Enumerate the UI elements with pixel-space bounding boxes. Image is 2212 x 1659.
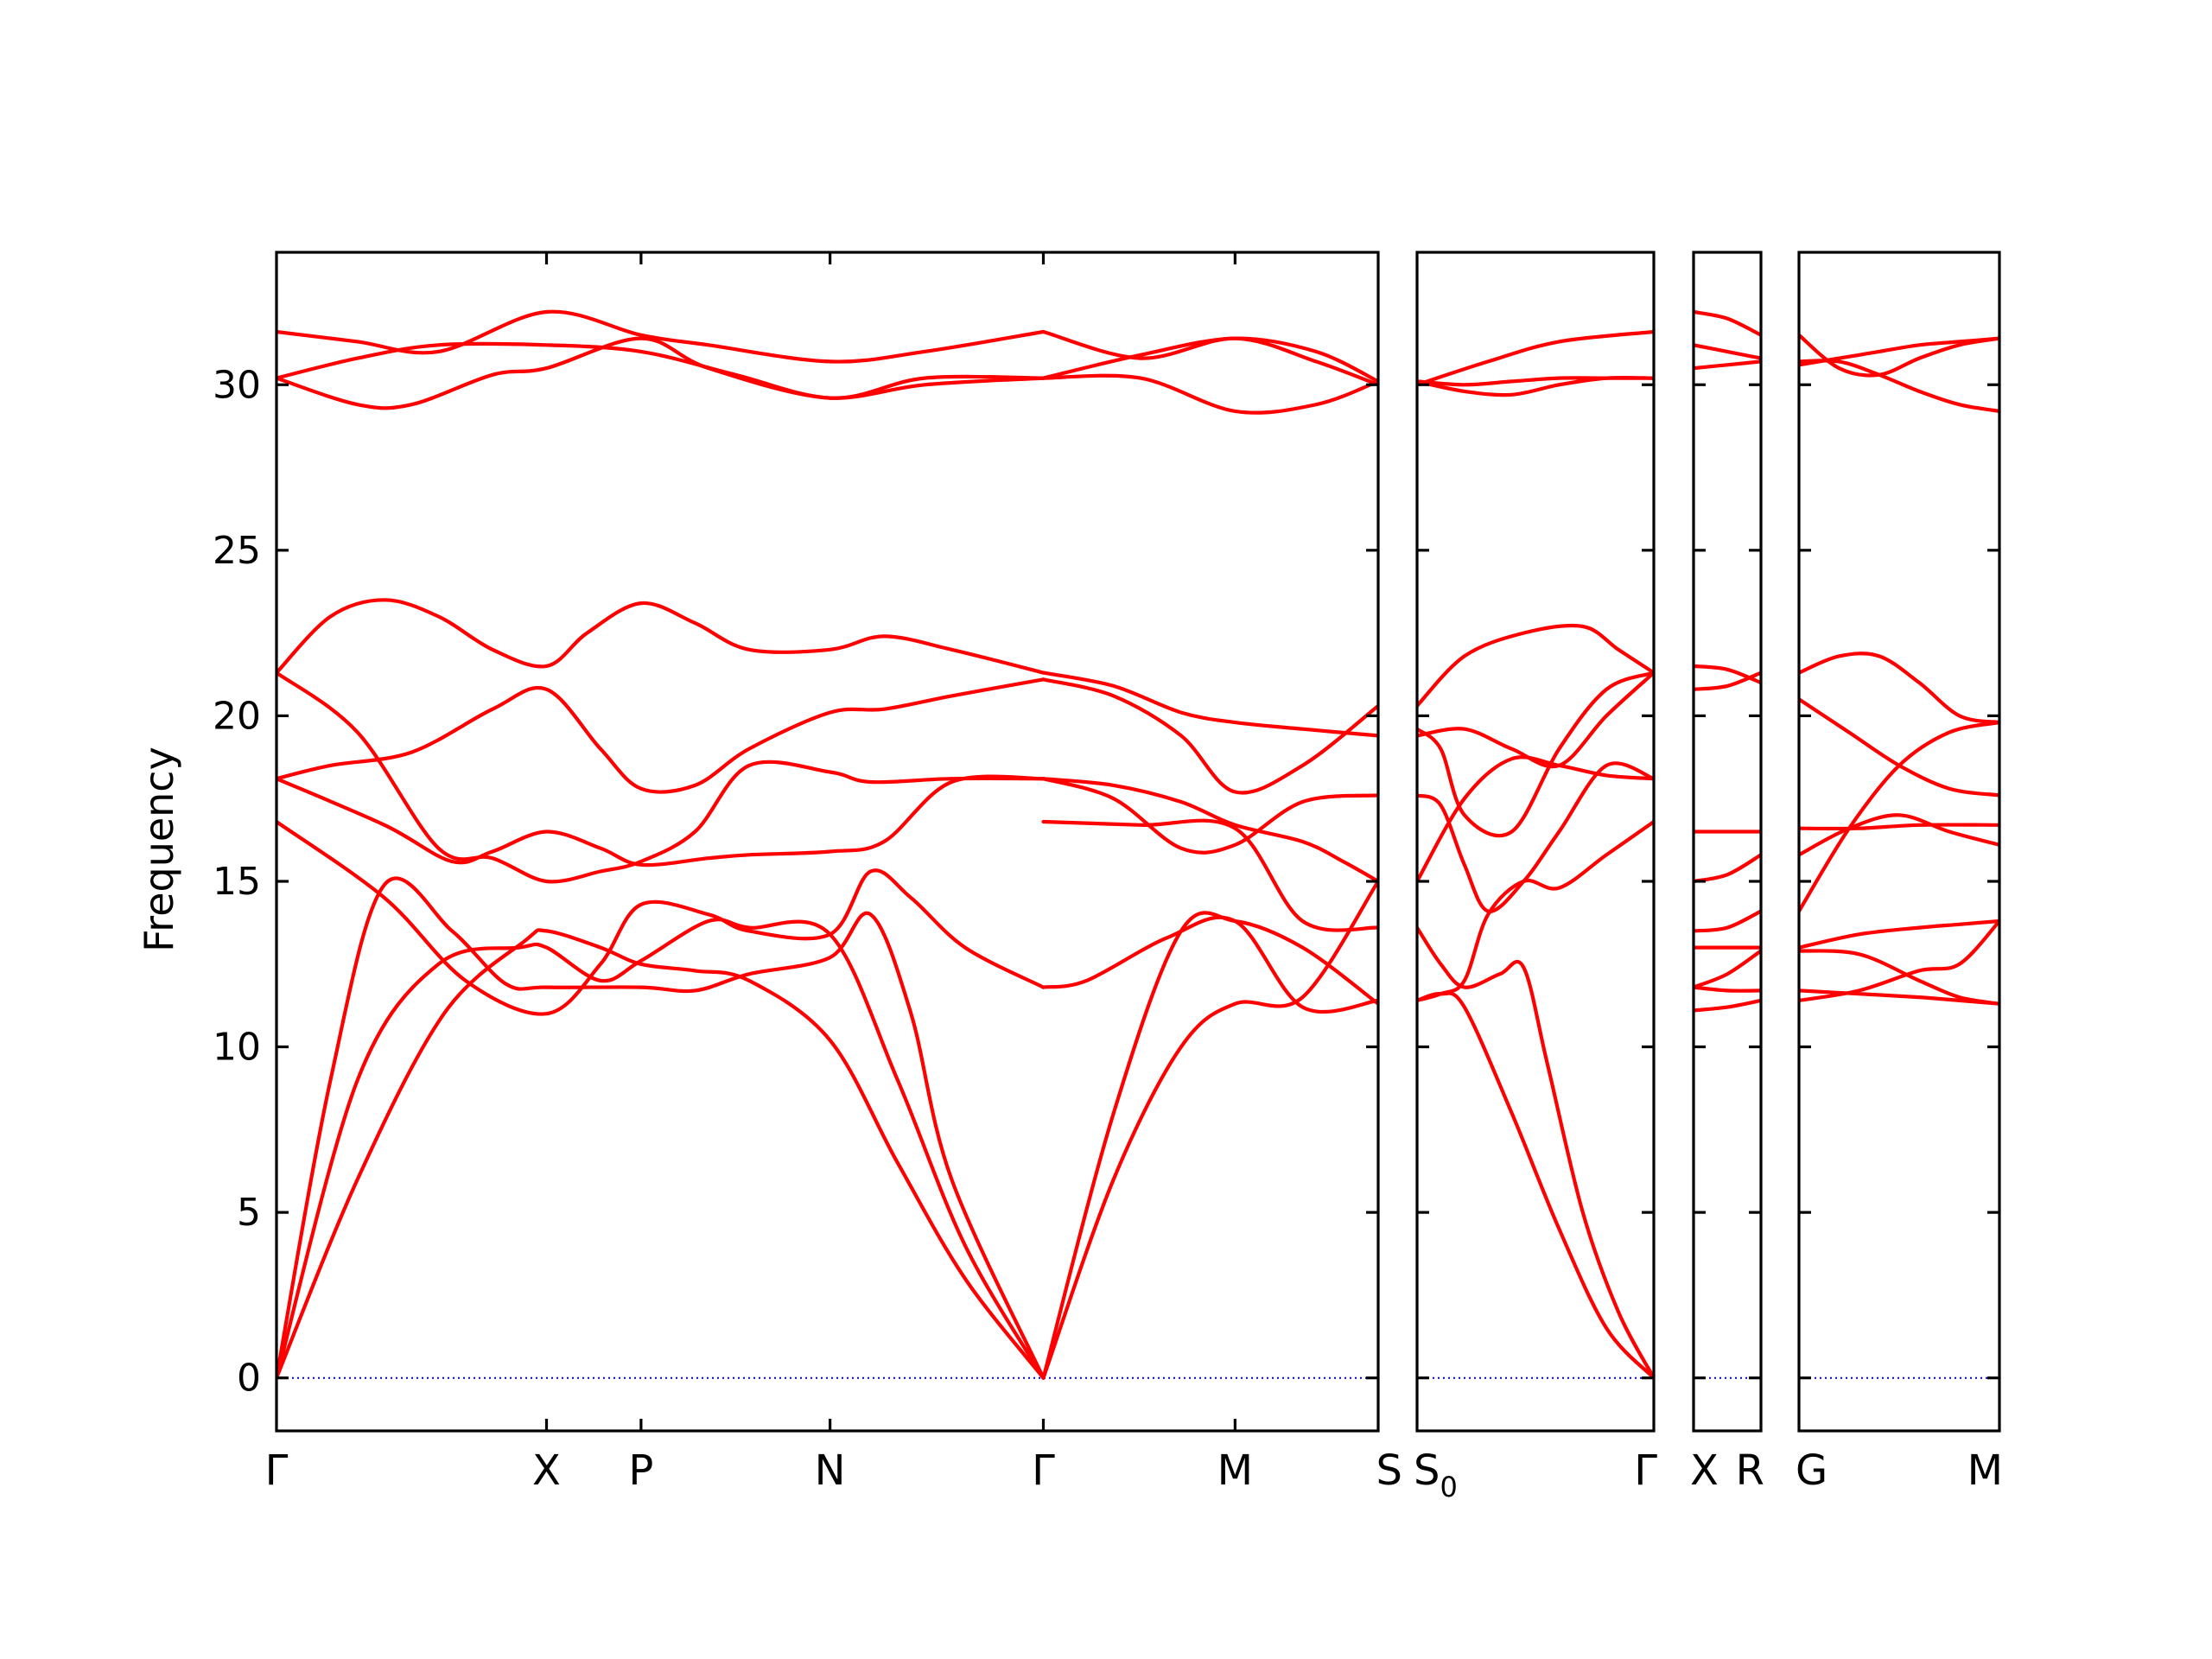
band-line [1799, 359, 1999, 413]
band-line [1694, 985, 1761, 993]
x-kpoint-label: Γ [265, 1446, 289, 1495]
x-kpoint-label: Γ [1032, 1446, 1055, 1495]
panel-frame [1797, 251, 2001, 1433]
y-tick-label: 15 [213, 860, 261, 904]
x-kpoint-label: X [1690, 1446, 1719, 1495]
band-line [1799, 697, 1999, 798]
band-line [1799, 336, 1999, 367]
band-line [1799, 918, 1999, 950]
band-line [1417, 671, 1654, 838]
band-line [1041, 915, 1378, 1014]
band-line [276, 819, 1046, 1016]
band-line [1694, 998, 1761, 1013]
bands [1694, 309, 1761, 1013]
x-kpoint-label: M [1217, 1446, 1253, 1495]
band-line [1041, 677, 1378, 795]
band-line [276, 598, 1046, 675]
x-kpoint-label: S0 [1414, 1446, 1458, 1503]
band-line [1417, 925, 1654, 1380]
band-line [1694, 309, 1761, 337]
y-tick-label: 30 [213, 363, 261, 407]
band-line [276, 336, 1046, 410]
band-line [276, 918, 1046, 1380]
y-tick-label: 10 [213, 1026, 261, 1070]
band-line [1417, 819, 1654, 1002]
band-line [1799, 823, 1999, 831]
band-line [1041, 373, 1378, 415]
band-line [1417, 991, 1654, 1380]
panel-1: 0 5 10 15 20 25 30 Γ X P N Γ M S [213, 251, 1402, 1495]
band-line [276, 928, 1046, 1380]
band-line [1417, 329, 1654, 387]
band-line [1417, 761, 1654, 913]
band-line [1799, 721, 1999, 913]
y-tick-label: 0 [237, 1357, 261, 1401]
band-line [1694, 909, 1761, 933]
band-line [1041, 329, 1378, 387]
x-kpoint-label: S [1376, 1446, 1402, 1495]
band-line [276, 671, 1046, 884]
band-line [1041, 777, 1378, 855]
band-line [276, 677, 1046, 794]
band-line [1041, 818, 1378, 932]
y-tick-label: 5 [237, 1191, 261, 1235]
bands [1417, 329, 1654, 1380]
panel-frame [1692, 251, 1763, 1433]
panel-frame [275, 251, 1380, 1433]
band-line [276, 309, 1046, 364]
y-axis-label: Frequency [136, 747, 182, 952]
band-line [1694, 671, 1761, 691]
band-line [1799, 949, 1999, 1006]
x-kpoint-label: R [1736, 1446, 1764, 1495]
x-kpoint-label: X [532, 1446, 561, 1495]
band-line [1417, 755, 1654, 884]
x-kpoint-label: P [628, 1446, 653, 1495]
band-line [1799, 918, 1999, 1002]
x-kpoint-label: M [1967, 1446, 2003, 1495]
panel-2: S0 Γ [1414, 251, 1657, 1503]
y-tick-label: 20 [213, 694, 261, 738]
band-line [1417, 623, 1654, 708]
y-tick-label: 25 [213, 529, 261, 573]
band-line [1041, 879, 1378, 1380]
band-line [276, 876, 1046, 1380]
x-kpoint-label: Γ [1634, 1446, 1657, 1495]
band-line [1799, 813, 1999, 857]
band-line [1417, 376, 1654, 387]
band-line [1694, 359, 1761, 371]
band-line [276, 341, 1046, 400]
band-line [1694, 664, 1761, 685]
bands [276, 309, 1378, 1380]
band-line [1694, 343, 1761, 360]
x-kpoint-label: G [1796, 1446, 1827, 1495]
band-line [1694, 949, 1761, 989]
band-line [1041, 777, 1378, 884]
band-line [1799, 652, 1999, 725]
bands [1799, 333, 1999, 1006]
band-line [1041, 671, 1378, 738]
band-line [1041, 911, 1378, 1380]
band-line [1799, 333, 1999, 378]
panel-frame [1415, 251, 1656, 1433]
x-kpoint-label: N [815, 1446, 846, 1495]
band-line [1417, 671, 1654, 769]
band-line [276, 774, 1046, 868]
band-line [1694, 853, 1761, 884]
